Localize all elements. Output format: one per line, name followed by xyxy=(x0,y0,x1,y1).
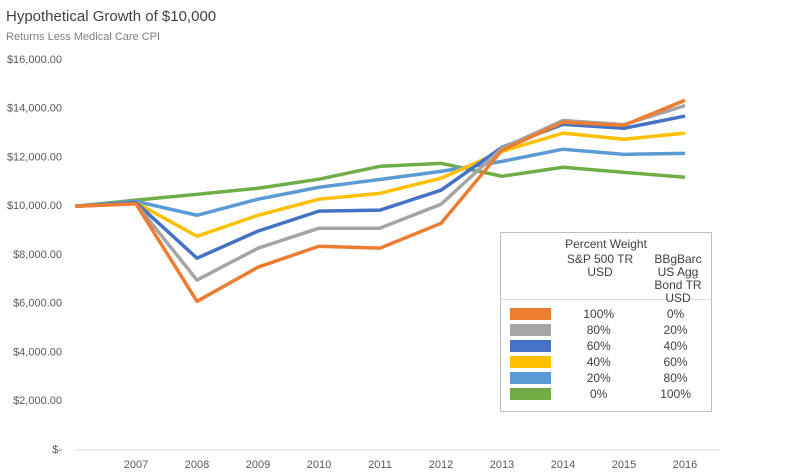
y-tick-label: $8,000.00 xyxy=(13,249,62,261)
x-tick-label: 2013 xyxy=(490,459,514,471)
legend-swatch xyxy=(510,388,552,400)
legend-label: 20% xyxy=(586,371,611,385)
legend-row: 80% 20% xyxy=(501,322,711,338)
series-line xyxy=(74,147,686,218)
legend-swatch xyxy=(510,372,552,384)
x-tick-label: 2010 xyxy=(307,459,331,471)
legend: Percent Weight S&P 500 TR USD BBgBarc US… xyxy=(500,232,712,412)
legend-row: 0% 100% xyxy=(501,386,711,402)
y-tick-label: $14,000.00 xyxy=(7,103,62,115)
legend-column: S&P 500 TR USD xyxy=(566,252,634,279)
legend-label: 0% xyxy=(590,387,608,401)
y-tick-label: $- xyxy=(52,444,62,456)
legend-swatch xyxy=(510,340,552,352)
series-line xyxy=(74,114,686,260)
y-tick-label: $16,000.00 xyxy=(7,54,62,66)
legend-row: 100% 0% xyxy=(501,306,711,322)
legend-rows: 100% 0% 80% 20% 60% 40% 40% 60% 20% 80% 0% 100% xyxy=(501,306,711,402)
legend-label: 80% xyxy=(586,323,611,337)
legend-header: S&P 500 TR USD BBgBarc US Agg Bond TR US… xyxy=(501,252,711,305)
chart-subtitle: Returns Less Medical Care CPI xyxy=(6,31,160,43)
x-tick-label: 2007 xyxy=(124,459,148,471)
y-tick-label: $4,000.00 xyxy=(13,346,62,358)
legend-row: 60% 40% xyxy=(501,338,711,354)
legend-label: 60% xyxy=(586,339,611,353)
legend-swatch xyxy=(510,356,552,368)
series-line xyxy=(74,131,686,238)
legend-swatch xyxy=(510,324,552,336)
legend-label: 100% xyxy=(583,307,615,321)
legend-label: 100% xyxy=(660,387,691,401)
y-tick-label: $12,000.00 xyxy=(7,151,62,163)
legend-label: 0% xyxy=(666,307,685,321)
x-tick-label: 2012 xyxy=(429,459,453,471)
legend-label: 40% xyxy=(586,355,611,369)
legend-label: 20% xyxy=(663,323,688,337)
legend-label: 60% xyxy=(663,355,688,369)
series-line xyxy=(74,161,686,208)
y-tick-label: $10,000.00 xyxy=(7,200,62,212)
legend-swatch xyxy=(510,308,552,320)
legend-row: 20% 80% xyxy=(501,370,711,386)
y-tick-label: $6,000.00 xyxy=(13,298,62,310)
x-tick-label: 2011 xyxy=(368,459,392,471)
legend-column: BBgBarc US Agg Bond TR USD xyxy=(654,252,702,305)
x-tick-label: 2008 xyxy=(185,459,209,471)
x-tick-label: 2015 xyxy=(612,459,636,471)
series-line xyxy=(74,98,686,304)
x-tick-label: 2016 xyxy=(673,459,697,471)
legend-label: 80% xyxy=(663,371,688,385)
y-tick-label: $2,000.00 xyxy=(13,395,62,407)
legend-row: 40% 60% xyxy=(501,354,711,370)
x-tick-label: 2009 xyxy=(246,459,270,471)
legend-label: 40% xyxy=(663,339,688,353)
legend-title: Percent Weight xyxy=(565,237,647,251)
chart-title: Hypothetical Growth of $10,000 xyxy=(6,8,216,25)
x-tick-label: 2014 xyxy=(551,459,575,471)
